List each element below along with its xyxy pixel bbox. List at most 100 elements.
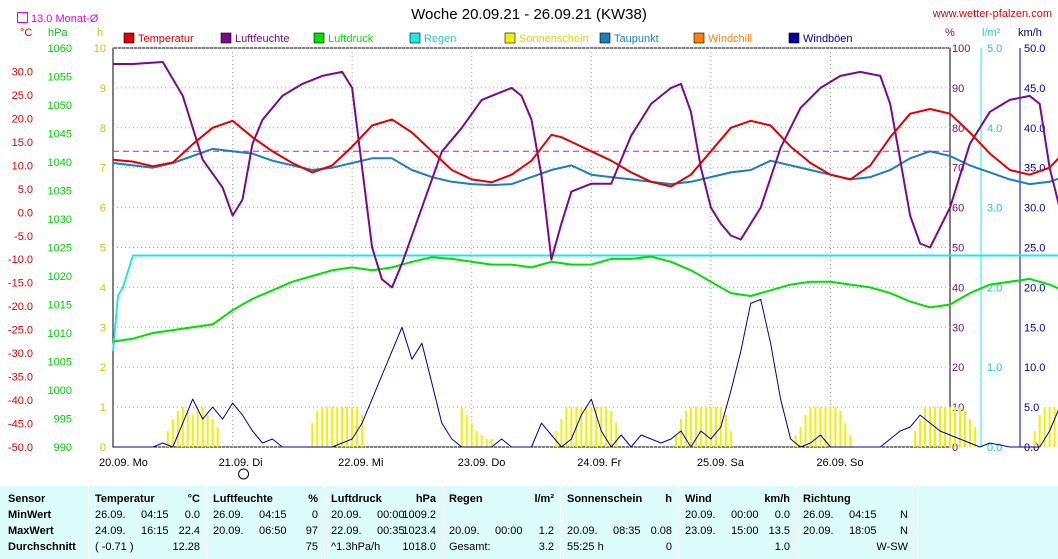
table-cell-time: 00:00 — [731, 509, 759, 521]
row-label-avg: Durchschnitt — [8, 541, 76, 553]
weather-chart: 20.09. Mo 21.09. Di 22.09. Mi 23.09. Do 24.0… — [8, 27, 1058, 480]
table-cell-time: 00:35 — [377, 525, 405, 537]
humidity-tick-label: 10 — [952, 402, 964, 414]
sunshine-tick-label: 7 — [100, 163, 106, 175]
table-cell-time: 00:00 — [377, 509, 405, 521]
table-cell-time: 04:15 — [259, 509, 287, 521]
table-header: Luftdruck hPa — [325, 491, 442, 507]
table-cell: 20.09. 06:50 97 — [207, 523, 324, 539]
x-tick-label: 21.09. Di — [219, 457, 263, 469]
legend-swatch — [504, 32, 516, 44]
pressure-tick-label: 1035 — [48, 186, 72, 198]
legend-item: Windböen — [803, 33, 853, 45]
table-cell — [443, 507, 560, 523]
table-cell-date: ^1.3hPa/h — [331, 541, 381, 553]
temperature-tick-label: -20.0 — [8, 301, 33, 313]
temperature-tick-label: -15.0 — [8, 278, 33, 290]
plot-frame — [112, 47, 951, 448]
table-cell-value: 12.28 — [172, 541, 200, 553]
table-cell-value: W-SW — [876, 541, 908, 553]
temperature-tick-label: -35.0 — [8, 372, 33, 384]
table-cell-value: 1023.4 — [402, 525, 436, 537]
table-header-title: Temperatur — [95, 493, 155, 505]
temperature-tick-label: -45.0 — [8, 419, 33, 431]
table-header-sensor: Sensor — [8, 493, 46, 505]
temperature-unit-label: °C — [20, 27, 32, 39]
table-cell-time: 06:50 — [259, 525, 287, 537]
wind-tick-label: 30.0 — [1024, 203, 1045, 215]
row-label-min: MinWert — [8, 509, 52, 521]
legend-swatch — [220, 32, 232, 44]
brand-link[interactable]: www.wetter-pfalzen.com — [932, 8, 1052, 20]
table-cell: 26.09. 04:15 0 — [207, 507, 324, 523]
table-cell-date: 26.09. — [213, 509, 244, 521]
wind-tick-label: 25.0 — [1024, 243, 1045, 255]
table-cell: 75 — [207, 539, 324, 555]
temperature-tick-label: 20.0 — [12, 113, 33, 125]
table-col-direction: Richtung 26.09. 04:15 N 20.09. 18:05 N W-SW — [797, 486, 914, 559]
table-cell-date: 20.09. — [331, 509, 362, 521]
table-header: Luftfeuchte% — [207, 491, 324, 507]
table-cell-time: 15:00 — [731, 525, 759, 537]
x-tick-label: 25.09. Sa — [697, 457, 745, 469]
table-header-title: Wind — [685, 493, 712, 505]
table-cell-time: 18:05 — [849, 525, 877, 537]
table-cell: 20.09. 00:00 1.2 — [443, 523, 560, 539]
temperature-tick-label: -40.0 — [8, 395, 33, 407]
series-line-windböen — [113, 298, 1058, 448]
table-cell-date: 26.09. — [95, 509, 126, 521]
series-line-luftfeuchte — [113, 61, 1058, 289]
table-cell-value: 1009.2 — [402, 509, 436, 521]
wind-tick-label: 40.0 — [1024, 123, 1045, 135]
table-header-title: Regen — [449, 493, 483, 505]
table-cell: 26.09. 04:15 0.0 — [89, 507, 206, 523]
table-cell: 20.09. 00:00 1009.2 — [325, 507, 442, 523]
table-cell-value: N — [900, 525, 908, 537]
table-header-unit: hPa — [415, 493, 436, 505]
humidity-tick-label: 50 — [952, 243, 964, 255]
temperature-tick-label: -50.0 — [8, 442, 33, 454]
sunshine-tick-label: 2 — [100, 362, 106, 374]
table-col-sensor: Sensor MinWert MaxWert Durchschnitt — [0, 486, 88, 559]
table-col-wind: Wind km/h 20.09. 00:00 0.0 23.09. 15:00 13.5 1.0 — [679, 486, 796, 559]
legend-swatch — [788, 32, 800, 44]
wind-tick-label: 0.0 — [1024, 442, 1039, 454]
x-tick-label: 20.09. Mo — [99, 457, 148, 469]
humidity-tick-label: 100 — [952, 43, 970, 55]
pressure-tick-label: 1030 — [48, 214, 72, 226]
sunshine-tick-label: 6 — [100, 203, 106, 215]
table-cell: 20.09. 18:05 N — [797, 523, 914, 539]
wind-tick-label: 15.0 — [1024, 322, 1045, 334]
table-cell-time: 04:15 — [141, 509, 169, 521]
table-header-unit: % — [308, 493, 318, 505]
table-cell-time: 08:35 — [613, 525, 641, 537]
humidity-tick-label: 90 — [952, 83, 964, 95]
x-tick-label: 24.09. Fr — [577, 457, 621, 469]
rain-tick-label: 5.0 — [987, 43, 1002, 55]
table-header: Sonnenschein h — [561, 491, 678, 507]
table-cell: 22.09. 00:35 1023.4 — [325, 523, 442, 539]
temperature-tick-label: -10.0 — [8, 254, 33, 266]
humidity-tick-label: 30 — [952, 322, 964, 334]
sunshine-tick-label: 5 — [100, 243, 106, 255]
table-cell: 26.09. 04:15 N — [797, 507, 914, 523]
table-cell-date: ( -0.71 ) — [95, 541, 134, 553]
table-cell: W-SW — [797, 539, 914, 555]
legend-item: Taupunkt — [614, 33, 659, 45]
table-cell-value: 0.0 — [774, 509, 790, 521]
table-cell: 23.09. 15:00 13.5 — [679, 523, 796, 539]
table-cell-value: 75 — [305, 541, 318, 553]
table-cell — [561, 507, 678, 523]
table-col-humidity: Luftfeuchte% 26.09. 04:15 0 20.09. 06:50 97 75 — [207, 486, 324, 559]
table-cell: Gesamt: 3.2 — [443, 539, 560, 555]
series-line-regen — [112, 254, 1058, 352]
table-cell-value: 0.0 — [184, 509, 200, 521]
wind-tick-label: 5.0 — [1024, 402, 1039, 414]
pressure-tick-label: 1060 — [48, 43, 72, 55]
temperature-tick-label: 15.0 — [12, 137, 33, 149]
humidity-unit-label: % — [945, 27, 955, 39]
series-line-luftdruck — [112, 255, 1058, 343]
humidity-tick-label: 80 — [952, 123, 964, 135]
table-cell-value: 1.2 — [538, 525, 554, 537]
pressure-tick-label: 1025 — [48, 243, 72, 255]
